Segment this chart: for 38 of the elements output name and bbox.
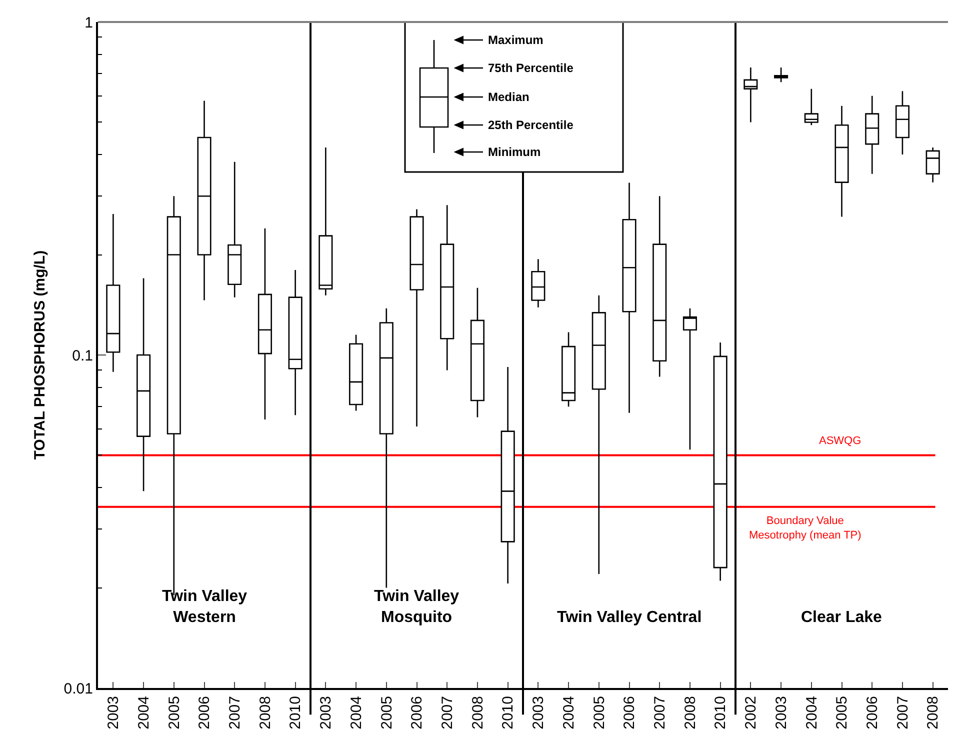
x-tick-label: 2005 bbox=[378, 696, 396, 730]
x-tick-label: 2006 bbox=[408, 696, 426, 730]
x-tick-label: 2008 bbox=[256, 696, 274, 730]
y-axis-title: TOTAL PHOSPHORUS (mg/L) bbox=[32, 250, 49, 460]
x-tick-label: 2008 bbox=[469, 696, 486, 730]
x-tick-label: 2005 bbox=[166, 696, 183, 730]
annotation: Twin Valley Western bbox=[162, 588, 248, 626]
ref-line-label: Boundary Value Mesotrophy (mean TP) bbox=[749, 515, 862, 542]
x-tick-label: 2010 bbox=[712, 696, 730, 730]
x-tick-label: 2007 bbox=[226, 696, 244, 730]
annotation: Twin Valley Mosquito bbox=[374, 588, 460, 626]
x-tick-label: 2005 bbox=[590, 696, 608, 730]
x-tick-label: 2004 bbox=[348, 696, 365, 730]
x-tick-label: 2003 bbox=[318, 696, 335, 730]
x-tick-label: 2006 bbox=[621, 696, 638, 730]
x-tick-label: 2008 bbox=[682, 696, 699, 730]
x-tick-label: 2006 bbox=[196, 696, 214, 730]
y-tick-label: 1 bbox=[84, 14, 93, 32]
x-tick-label: 2005 bbox=[834, 696, 851, 730]
x-tick-label: 2007 bbox=[438, 696, 456, 730]
ref-line-label: ASWQG bbox=[819, 435, 862, 447]
x-tick-label: 2010 bbox=[500, 696, 517, 730]
x-tick-label: 2004 bbox=[803, 696, 820, 730]
x-tick-label: 2004 bbox=[135, 696, 152, 730]
x-tick-label: 2003 bbox=[772, 696, 790, 730]
annotation: Clear Lake bbox=[801, 609, 882, 626]
y-tick-label: 0.01 bbox=[64, 680, 93, 698]
annotation: Twin Valley Central bbox=[557, 609, 702, 626]
x-tick-label: 2006 bbox=[864, 696, 881, 730]
x-tick-label: 2007 bbox=[651, 696, 668, 730]
x-tick-label: 2010 bbox=[287, 696, 304, 730]
x-tick-label: 2002 bbox=[742, 696, 760, 730]
x-tick-label: 2004 bbox=[560, 696, 578, 730]
x-tick-label: 2003 bbox=[530, 696, 548, 730]
x-tick-label: 2003 bbox=[105, 696, 122, 730]
y-tick-label: 0.1 bbox=[72, 347, 93, 364]
x-tick-label: 2008 bbox=[924, 696, 942, 730]
x-tick-label: 2007 bbox=[894, 696, 912, 730]
